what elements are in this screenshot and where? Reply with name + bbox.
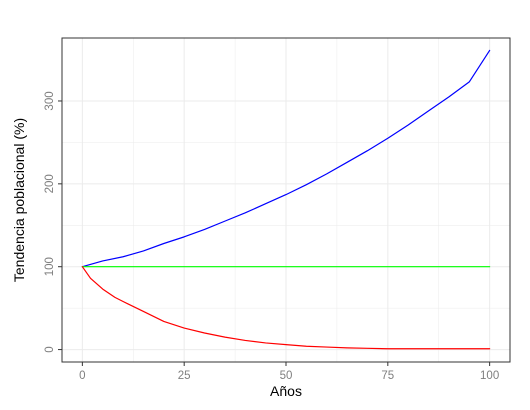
x-axis-title: Años — [270, 383, 302, 399]
y-tick-label: 300 — [44, 91, 56, 110]
x-tick-label: 50 — [280, 370, 293, 382]
x-tick-label: 0 — [79, 370, 85, 382]
series-group — [81, 49, 491, 350]
x-tick-label: 100 — [480, 370, 499, 382]
x-tick-label: 75 — [381, 370, 394, 382]
series-line-3 — [81, 266, 491, 350]
y-axis-title: Tendencia poblacional (%) — [11, 118, 27, 282]
y-tick-label: 100 — [44, 257, 56, 276]
y-tick-label: 0 — [44, 346, 56, 352]
x-tick-label: 25 — [178, 370, 191, 382]
axes: 0 25 50 75 100 0 100 200 300 — [44, 91, 499, 382]
y-tick-label: 200 — [44, 174, 56, 193]
series-line-1 — [81, 49, 491, 268]
